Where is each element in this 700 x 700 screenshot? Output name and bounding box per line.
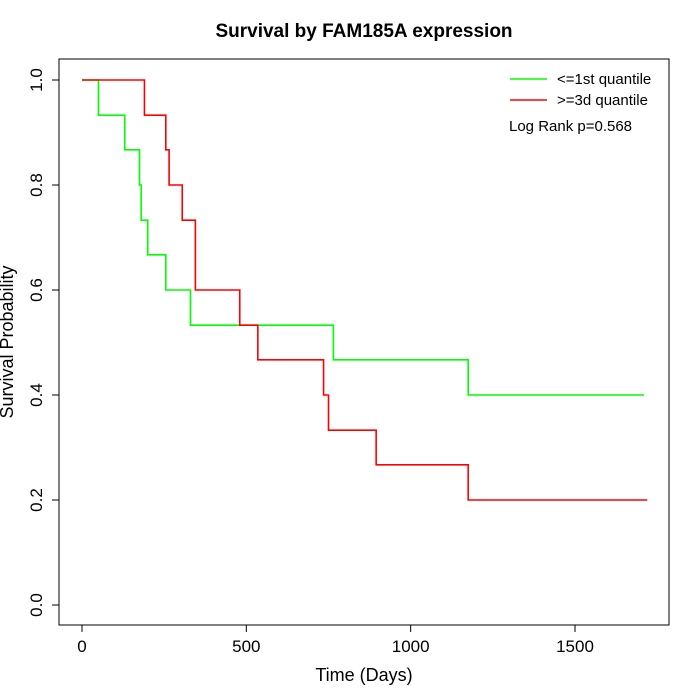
y-tick-label: 0.8 xyxy=(27,173,46,197)
y-axis-label: Survival Probability xyxy=(0,265,17,418)
log-rank-annotation: Log Rank p=0.568 xyxy=(509,118,632,135)
legend-label-series-1: <=1st quantile xyxy=(557,71,651,88)
survival-curves xyxy=(82,79,648,501)
x-tick-label: 1500 xyxy=(556,637,594,656)
x-tick-label: 1000 xyxy=(392,637,430,656)
y-tick-label: 0.0 xyxy=(27,593,46,617)
plot-frame xyxy=(58,58,670,626)
x-tick-label: 0 xyxy=(77,637,86,656)
y-axis: 0.0 0.2 0.4 0.6 0.8 1.0 xyxy=(27,68,60,617)
x-axis-label: Time (Days) xyxy=(315,665,412,685)
legend-label-series-2: >=3d quantile xyxy=(557,92,648,109)
y-tick-label: 0.2 xyxy=(27,488,46,512)
x-tick-label: 500 xyxy=(232,637,260,656)
survival-curve-series-2 xyxy=(82,79,648,501)
legend: <=1st quantile >=3d quantile xyxy=(510,71,651,109)
survival-curve-series-1 xyxy=(82,79,645,396)
x-axis: 0 500 1000 1500 xyxy=(77,624,594,656)
y-tick-label: 0.4 xyxy=(27,383,46,407)
y-tick-label: 1.0 xyxy=(27,68,46,92)
y-tick-label: 0.6 xyxy=(27,278,46,302)
chart-title: Survival by FAM185A expression xyxy=(215,21,512,42)
